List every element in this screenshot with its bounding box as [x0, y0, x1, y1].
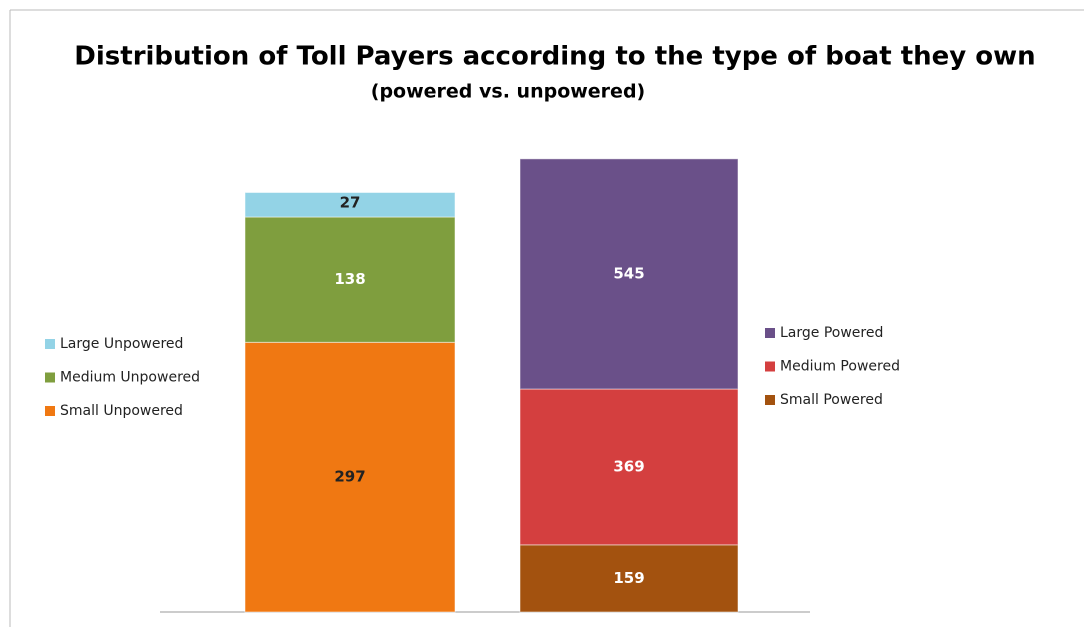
legend-swatch — [765, 395, 775, 405]
legend-swatch — [45, 339, 55, 349]
legend-label: Small Powered — [780, 392, 883, 408]
legend-label: Small Unpowered — [60, 403, 183, 419]
bar-segment — [244, 341, 456, 613]
legend-label: Medium Powered — [780, 359, 900, 375]
legend-swatch — [45, 372, 55, 383]
bar-segment — [519, 544, 739, 613]
legend-label: Medium Unpowered — [60, 370, 200, 386]
data-label: 369 — [613, 457, 644, 475]
data-label: 138 — [334, 270, 365, 288]
bar-segment — [519, 158, 739, 390]
legend-swatch — [765, 361, 775, 372]
legend-swatch — [45, 406, 55, 416]
legend-swatch — [765, 328, 775, 338]
bar-segment — [244, 192, 456, 218]
data-label: 27 — [340, 194, 361, 212]
chart-subtitle: (powered vs. unpowered) — [371, 81, 645, 103]
legend-label: Large Powered — [780, 325, 883, 341]
legend-label: Large Unpowered — [60, 336, 183, 352]
chart-title: Distribution of Toll Payers according to… — [74, 42, 1035, 72]
data-label: 159 — [613, 569, 644, 587]
data-label: 297 — [334, 468, 365, 486]
bar-segment — [519, 388, 739, 546]
data-label: 545 — [613, 264, 644, 282]
